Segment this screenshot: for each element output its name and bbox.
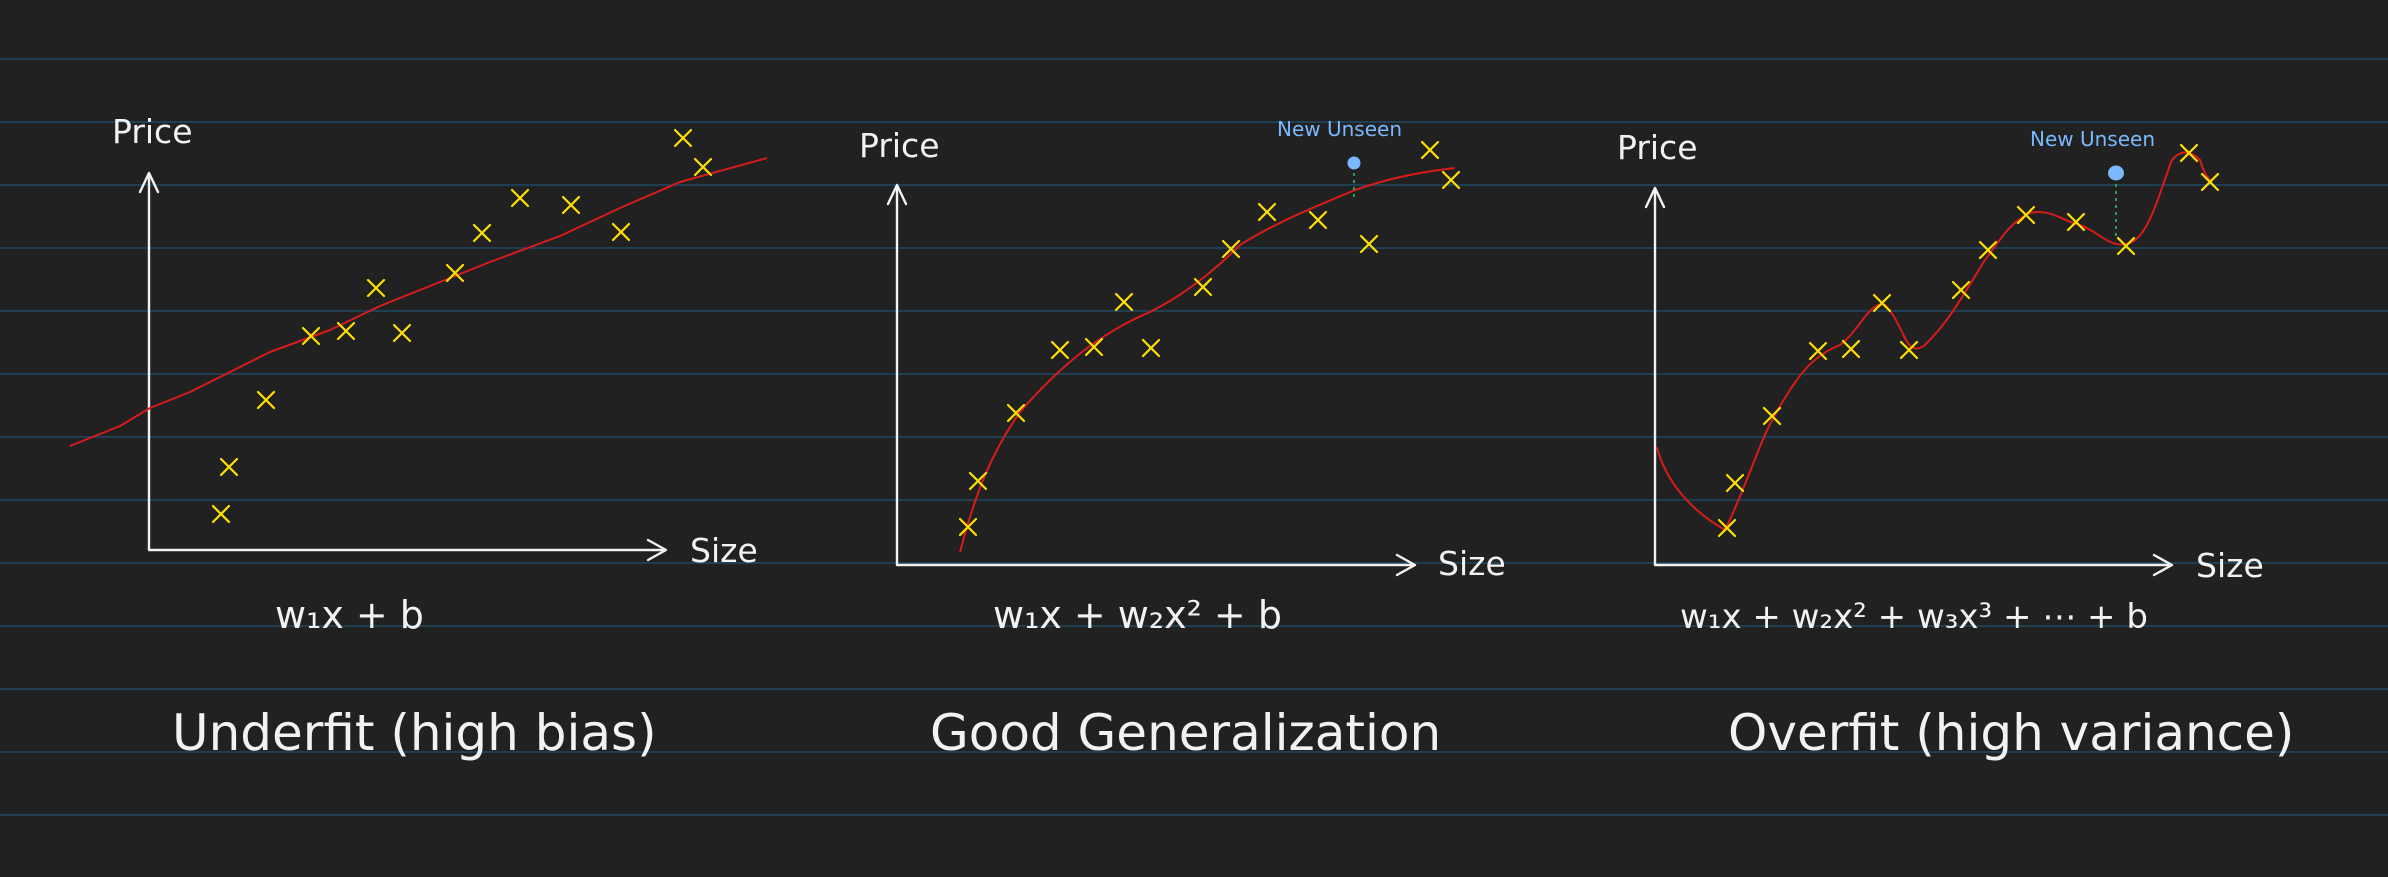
overfit-curve bbox=[1656, 151, 2213, 532]
x-axis-arrowhead bbox=[646, 538, 668, 562]
axes bbox=[138, 171, 668, 562]
data-point bbox=[392, 323, 412, 343]
formula: w₁x + b bbox=[275, 593, 424, 637]
data-point bbox=[1841, 339, 1861, 359]
data-point bbox=[1193, 277, 1213, 297]
data-points bbox=[211, 128, 713, 524]
new-unseen-label: New Unseen bbox=[2030, 127, 2155, 151]
y-axis-arrowhead bbox=[886, 183, 908, 206]
fit-line bbox=[69, 157, 768, 447]
data-point bbox=[472, 223, 492, 243]
data-point bbox=[1308, 210, 1328, 230]
panel-good-generalization: Price Size New Unseen w₁x + w₂x² + b Goo… bbox=[859, 117, 1506, 762]
data-point bbox=[510, 188, 530, 208]
y-axis-label: Price bbox=[859, 126, 940, 165]
data-point bbox=[1050, 340, 1070, 360]
data-point bbox=[1872, 293, 1892, 313]
data-point bbox=[1141, 338, 1161, 358]
axes bbox=[1644, 186, 2174, 577]
x-axis-label: Size bbox=[1438, 544, 1506, 583]
data-point bbox=[2200, 172, 2220, 192]
data-points bbox=[1717, 143, 2220, 538]
data-point bbox=[2116, 236, 2136, 256]
y-axis-label: Price bbox=[1617, 128, 1698, 167]
axes bbox=[886, 183, 1417, 577]
x-axis-arrowhead bbox=[2152, 553, 2174, 577]
data-point bbox=[366, 278, 386, 298]
caption: Underfit (high bias) bbox=[172, 704, 657, 762]
fit-curve bbox=[959, 167, 1456, 553]
data-point bbox=[1725, 473, 1745, 493]
data-points bbox=[958, 140, 1461, 537]
data-point bbox=[256, 390, 276, 410]
caption: Overfit (high variance) bbox=[1728, 704, 2294, 762]
data-point bbox=[673, 128, 693, 148]
data-point bbox=[219, 457, 239, 477]
data-point bbox=[211, 504, 231, 524]
ruled-lines bbox=[0, 58, 2388, 816]
data-point bbox=[1359, 234, 1379, 254]
data-point bbox=[561, 195, 581, 215]
data-point bbox=[611, 222, 631, 242]
y-axis-label: Price bbox=[112, 112, 193, 151]
data-point bbox=[1420, 140, 1440, 160]
panel-overfit: Price Size New Unseen w₁x + w₂x² + w₃x³ … bbox=[1617, 127, 2294, 762]
y-axis-arrowhead bbox=[138, 171, 160, 194]
new-unseen-label: New Unseen bbox=[1277, 117, 1402, 141]
x-axis-label: Size bbox=[2196, 546, 2264, 585]
x-axis-label: Size bbox=[690, 531, 758, 570]
data-point bbox=[1257, 202, 1277, 222]
new-unseen-point bbox=[1347, 156, 1361, 170]
data-point bbox=[336, 321, 356, 341]
data-point bbox=[2016, 205, 2036, 225]
new-unseen-point bbox=[2108, 165, 2124, 181]
data-point bbox=[693, 157, 713, 177]
caption: Good Generalization bbox=[930, 704, 1441, 762]
x-axis-arrowhead bbox=[1395, 553, 1417, 577]
y-axis-arrowhead bbox=[1644, 186, 1666, 209]
formula: w₁x + w₂x² + b bbox=[993, 593, 1282, 637]
panel-underfit: Price Size w₁x + b Underfit (high bias) bbox=[69, 112, 768, 762]
data-point bbox=[301, 326, 321, 346]
formula: w₁x + w₂x² + w₃x³ + ⋯ + b bbox=[1680, 597, 2148, 637]
data-point bbox=[1114, 292, 1134, 312]
